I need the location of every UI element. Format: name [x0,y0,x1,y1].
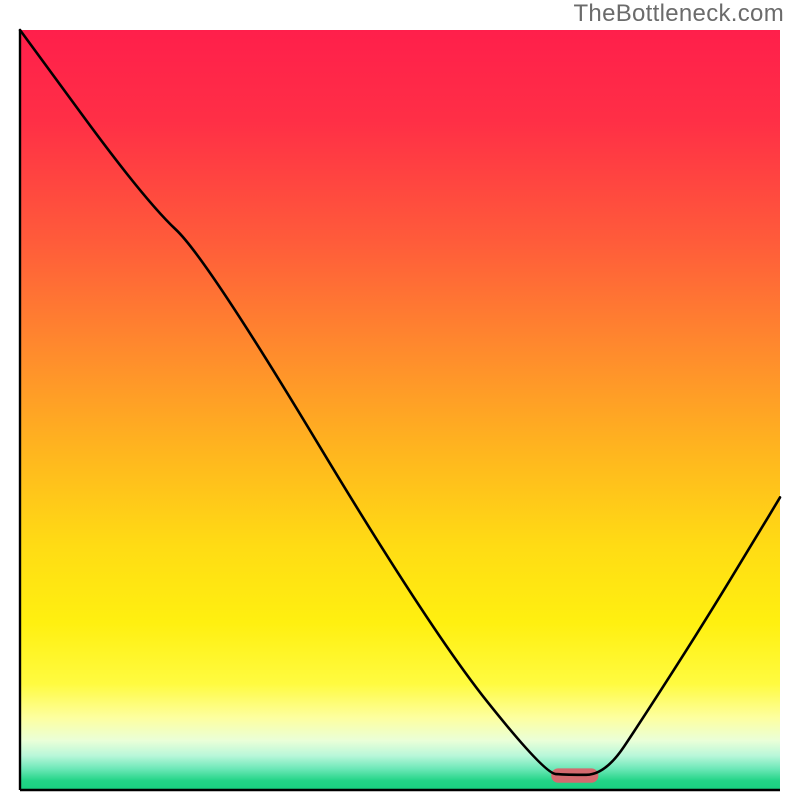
bottleneck-chart [0,0,800,800]
plot-background [20,30,780,790]
watermark-text: TheBottleneck.com [573,0,784,28]
